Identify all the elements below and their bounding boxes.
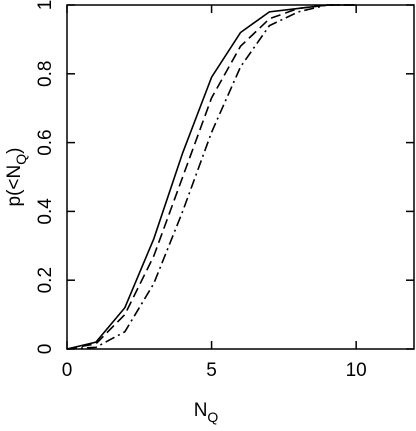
y-tick-label: 1	[35, 0, 56, 10]
y-tick-label: 0	[35, 344, 56, 355]
x-label-sub: Q	[207, 409, 218, 425]
plot-frame	[66, 4, 415, 350]
y-tick-label: 0.2	[35, 267, 56, 293]
y-tick-label: 0.8	[35, 61, 56, 87]
y-label-end: )	[4, 148, 25, 154]
y-label-sub: Q	[13, 154, 29, 165]
y-label-main: p(<N	[4, 165, 25, 207]
x-tick-label: 5	[206, 360, 217, 381]
x-tick-label: 10	[346, 360, 367, 381]
x-axis-label: NQ	[194, 400, 219, 425]
data-line	[66, 4, 357, 350]
y-tick-label: 0.6	[35, 129, 56, 155]
y-axis-label: p(<NQ)	[4, 148, 29, 207]
data-line	[66, 4, 357, 350]
data-line	[66, 4, 357, 350]
x-label-main: N	[194, 400, 208, 421]
x-tick-label: 0	[62, 360, 73, 381]
y-tick-label: 0.4	[35, 198, 56, 225]
